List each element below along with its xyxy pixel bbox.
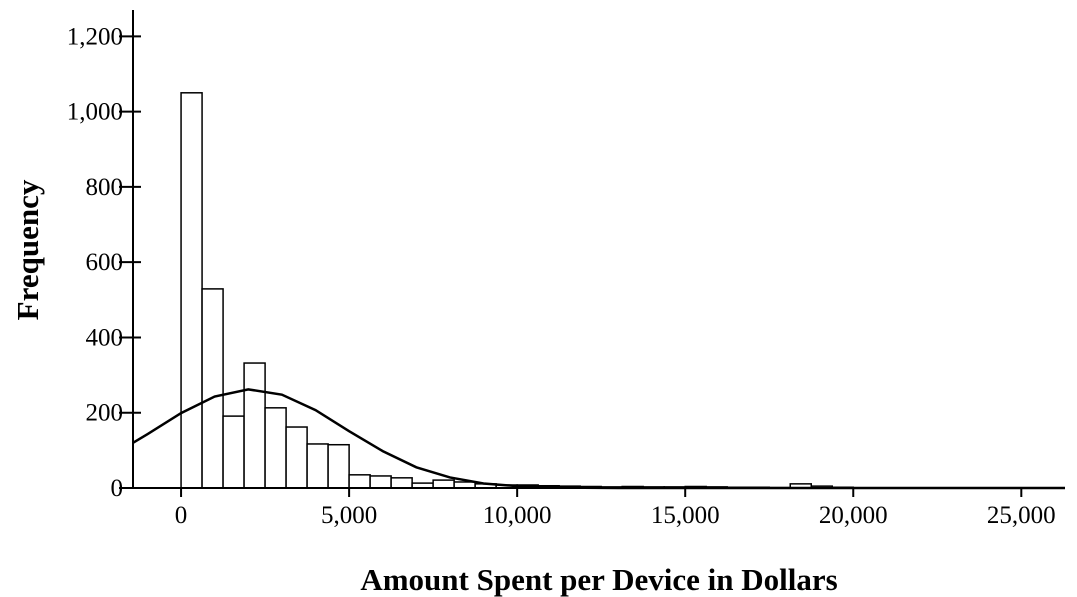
y-tick-label: 1,000 [67, 99, 123, 126]
bar [222, 415, 245, 489]
y-tick-label: 0 [111, 475, 124, 502]
y-tick-label: 400 [86, 324, 124, 351]
x-tick-label: 15,000 [651, 502, 720, 529]
bar [390, 477, 413, 489]
y-tick-label: 800 [86, 174, 124, 201]
bar [243, 362, 266, 489]
bar [432, 479, 455, 489]
x-tick-label: 5,000 [321, 502, 377, 529]
bar [327, 443, 350, 489]
y-axis-label: Frequency [10, 179, 45, 320]
y-tick-label: 200 [86, 400, 124, 427]
bar [348, 474, 371, 489]
bar [201, 288, 224, 489]
y-tick-label: 1,200 [67, 23, 123, 50]
bar [306, 443, 329, 489]
x-tick-label: 20,000 [819, 502, 888, 529]
x-tick-label: 10,000 [483, 502, 552, 529]
bar [369, 475, 392, 489]
y-tick-label: 600 [86, 249, 124, 276]
bar [264, 407, 287, 489]
x-tick-label: 0 [175, 502, 188, 529]
bar [180, 92, 203, 489]
bar [285, 426, 308, 489]
x-tick-label: 25,000 [987, 502, 1056, 529]
x-axis-label: Amount Spent per Device in Dollars [360, 562, 837, 597]
